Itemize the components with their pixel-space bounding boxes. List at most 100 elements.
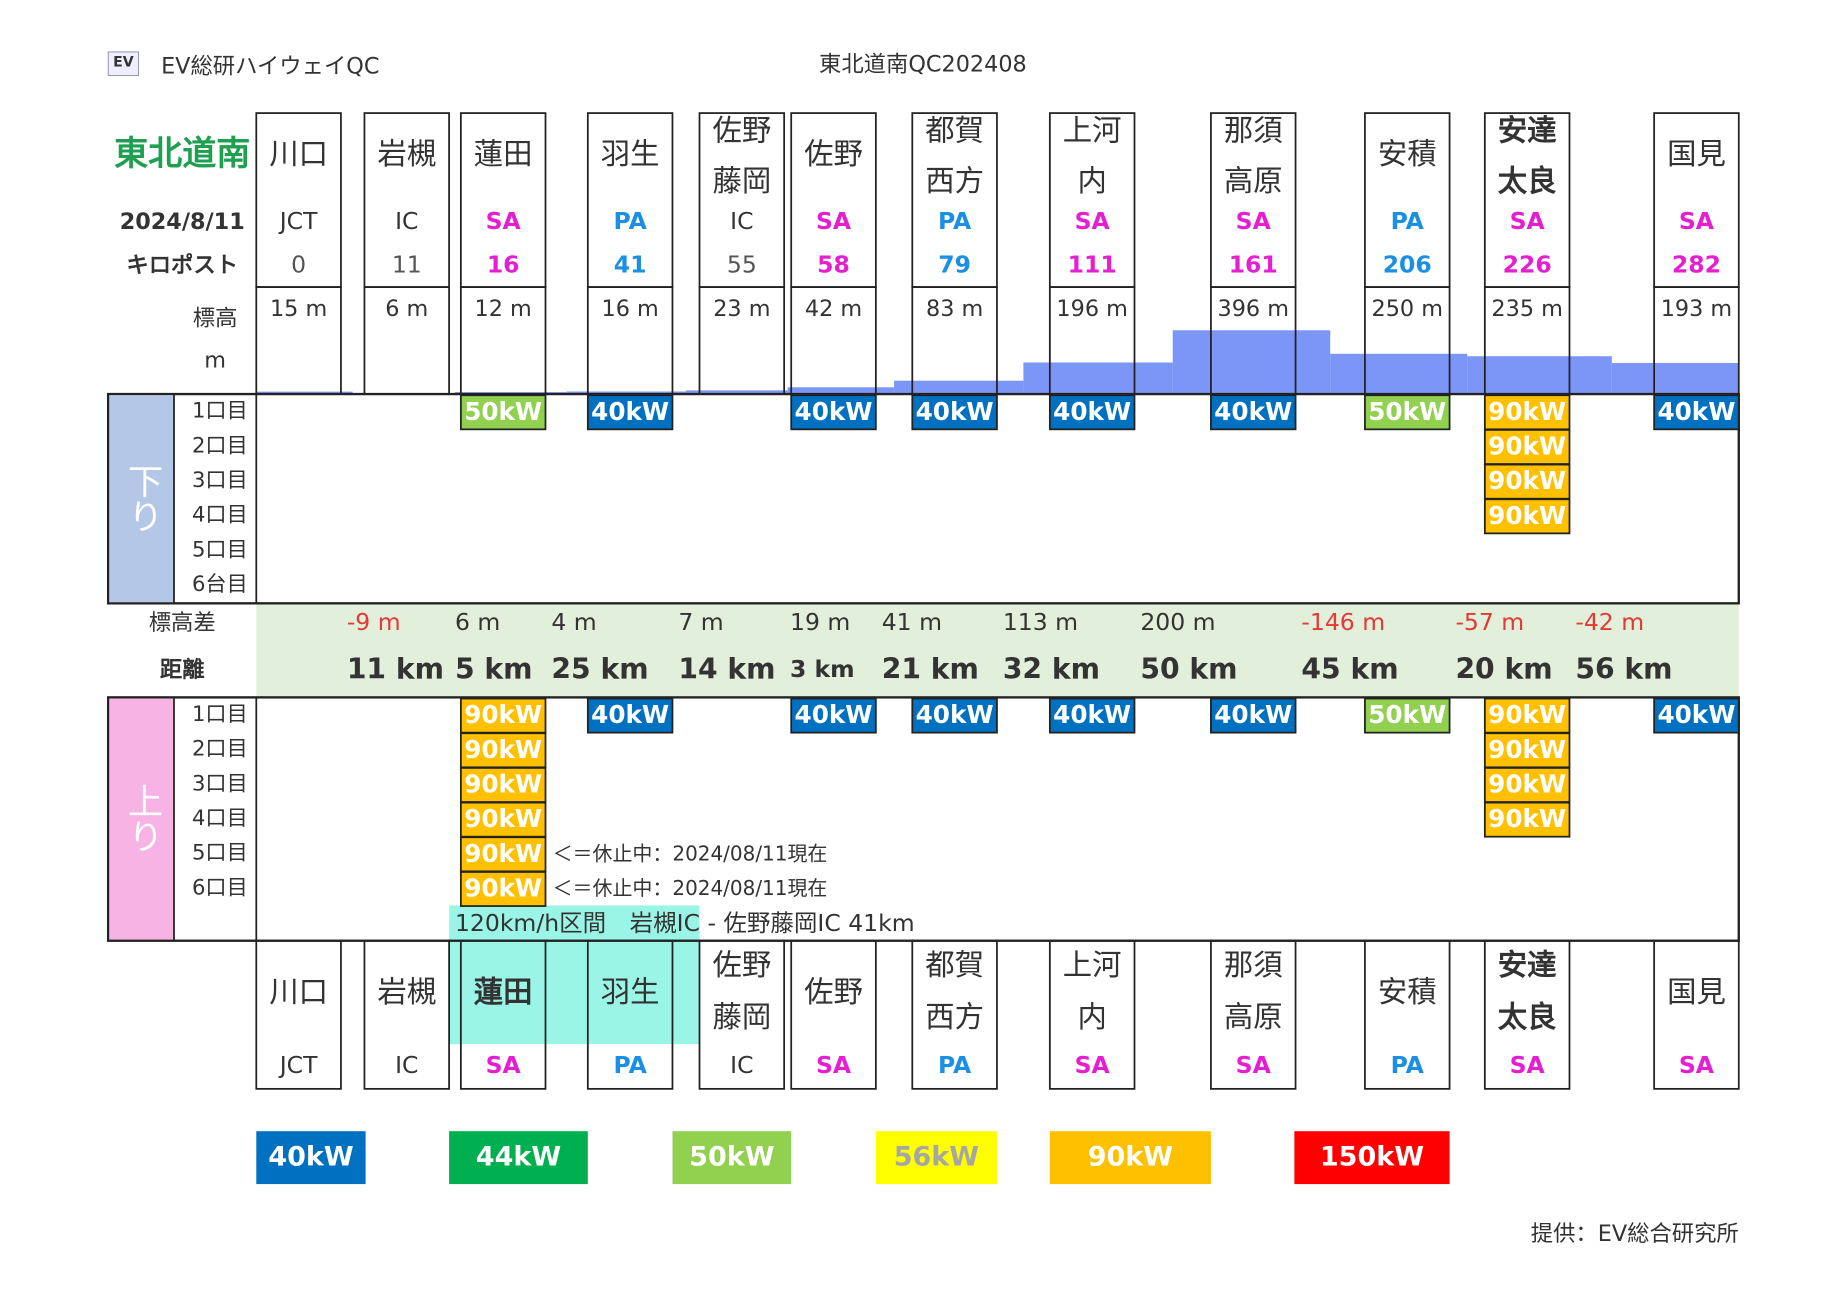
- elevation-label: 標高: [193, 305, 238, 331]
- charger-label: 50kW: [464, 397, 542, 426]
- legend-swatch: [1294, 1131, 1450, 1185]
- station-name: 佐野: [712, 948, 771, 982]
- kilopost: 41: [614, 250, 647, 278]
- charger-label: 90kW: [1488, 432, 1566, 461]
- station-name: 佐野: [712, 113, 771, 147]
- credit: 提供：EV総合研究所: [1531, 1221, 1739, 1247]
- elevation-diff: 6 m: [455, 608, 500, 636]
- charger: [1364, 697, 1451, 734]
- row-label: 3口目: [192, 467, 248, 492]
- charger-label: 40kW: [1053, 397, 1131, 426]
- station-type: PA: [938, 1051, 972, 1079]
- charger-label: 90kW: [464, 804, 542, 833]
- station-type: IC: [395, 1051, 418, 1079]
- station-name: 国見: [1667, 975, 1726, 1009]
- elevation: 12 m: [475, 296, 532, 322]
- station-box-lower: [698, 286, 786, 395]
- elevation: 196 m: [1056, 296, 1127, 322]
- elevation-diff: -42 m: [1575, 608, 1644, 636]
- legend-swatch: [672, 1131, 792, 1185]
- charger-label: 50kW: [1368, 700, 1446, 729]
- elevation: 42 m: [805, 296, 862, 322]
- legend-swatch: [1049, 1131, 1211, 1185]
- charger-label: 40kW: [795, 700, 873, 729]
- station-name: 蓮田: [474, 137, 533, 171]
- elevation-diff: 200 m: [1140, 608, 1215, 636]
- charger: [459, 732, 547, 769]
- station-box-lower: [255, 286, 342, 395]
- row-label: 1口目: [192, 398, 248, 423]
- station-box: [255, 939, 342, 1090]
- station-type: SA: [1075, 1051, 1111, 1079]
- station-box: [698, 939, 786, 1090]
- station-name: 那須: [1224, 948, 1283, 982]
- row-label: 6口目: [192, 874, 248, 899]
- charger: [586, 697, 674, 734]
- elevation-bar: [787, 387, 895, 395]
- station-box-lower: [1483, 286, 1571, 395]
- station-type: PA: [614, 207, 648, 235]
- station-box: [698, 112, 786, 288]
- speed-zone-band: [449, 905, 700, 1045]
- elevation-bar: [894, 380, 1024, 395]
- station-name: 岩槻: [377, 137, 436, 171]
- station-type: SA: [1510, 207, 1546, 235]
- charger: [459, 871, 547, 907]
- legend-label: 56kW: [894, 1142, 979, 1173]
- elevation: 6 m: [385, 296, 428, 322]
- elevation: 15 m: [270, 296, 327, 322]
- station-name: 国見: [1667, 137, 1726, 171]
- charger-label: 90kW: [1488, 397, 1566, 426]
- distance: 32 km: [1003, 652, 1100, 685]
- charger-label: 40kW: [1214, 397, 1292, 426]
- station-name: 高原: [1224, 1000, 1283, 1034]
- station-box-lower: [1364, 286, 1451, 395]
- row-label: 6台目: [192, 571, 248, 596]
- station-type: SA: [816, 207, 852, 235]
- row-label: 2口目: [192, 432, 248, 457]
- kilopost: 55: [727, 250, 757, 278]
- charger-label: 90kW: [464, 770, 542, 799]
- segment-band: [256, 604, 1739, 697]
- station-name: 藤岡: [712, 164, 771, 198]
- station-type: PA: [1391, 207, 1425, 235]
- charger: [459, 394, 547, 431]
- station-name: 都賀: [925, 113, 984, 147]
- station-box: [790, 112, 877, 288]
- charger: [1483, 801, 1571, 838]
- elevation-diff-label: 標高差: [149, 610, 216, 636]
- legend-label: 44kW: [476, 1142, 561, 1173]
- station-type: JCT: [278, 1051, 318, 1079]
- station-name: 安達: [1498, 113, 1557, 147]
- brand: EV総研ハイウェイQC: [161, 54, 379, 80]
- station-type: SA: [1510, 1051, 1546, 1079]
- distance: 3 km: [790, 655, 855, 683]
- kilopost: 282: [1672, 250, 1721, 278]
- elevation-bar: [1611, 362, 1739, 395]
- elevation-bar: [566, 391, 686, 395]
- charger-label: 40kW: [1657, 700, 1735, 729]
- elevation-diff: 4 m: [551, 608, 596, 636]
- charger: [1653, 394, 1740, 431]
- station-box: [1210, 939, 1297, 1090]
- elevation-diff: 7 m: [678, 608, 723, 636]
- logo-mark: EV: [113, 55, 134, 71]
- elevation: 23 m: [713, 296, 770, 322]
- station-box-lower: [1653, 286, 1740, 395]
- charger-label: 40kW: [795, 397, 873, 426]
- distance: 21 km: [882, 652, 979, 685]
- charger: [1483, 394, 1571, 431]
- station-name: 川口: [269, 137, 328, 171]
- station-box: [1210, 112, 1297, 288]
- station-box-lower: [790, 286, 877, 395]
- charger-label: 40kW: [1053, 700, 1131, 729]
- station-name: 蓮田: [474, 975, 533, 1009]
- station-name: 佐野: [804, 975, 863, 1009]
- station-box-lower: [459, 286, 547, 395]
- kilopost: 11: [392, 250, 422, 278]
- date: 2024/8/11: [120, 209, 245, 235]
- charger: [459, 767, 547, 803]
- charger-label: 90kW: [464, 839, 542, 868]
- elevation-bar: [1023, 362, 1173, 395]
- station-name: 藤岡: [712, 1000, 771, 1034]
